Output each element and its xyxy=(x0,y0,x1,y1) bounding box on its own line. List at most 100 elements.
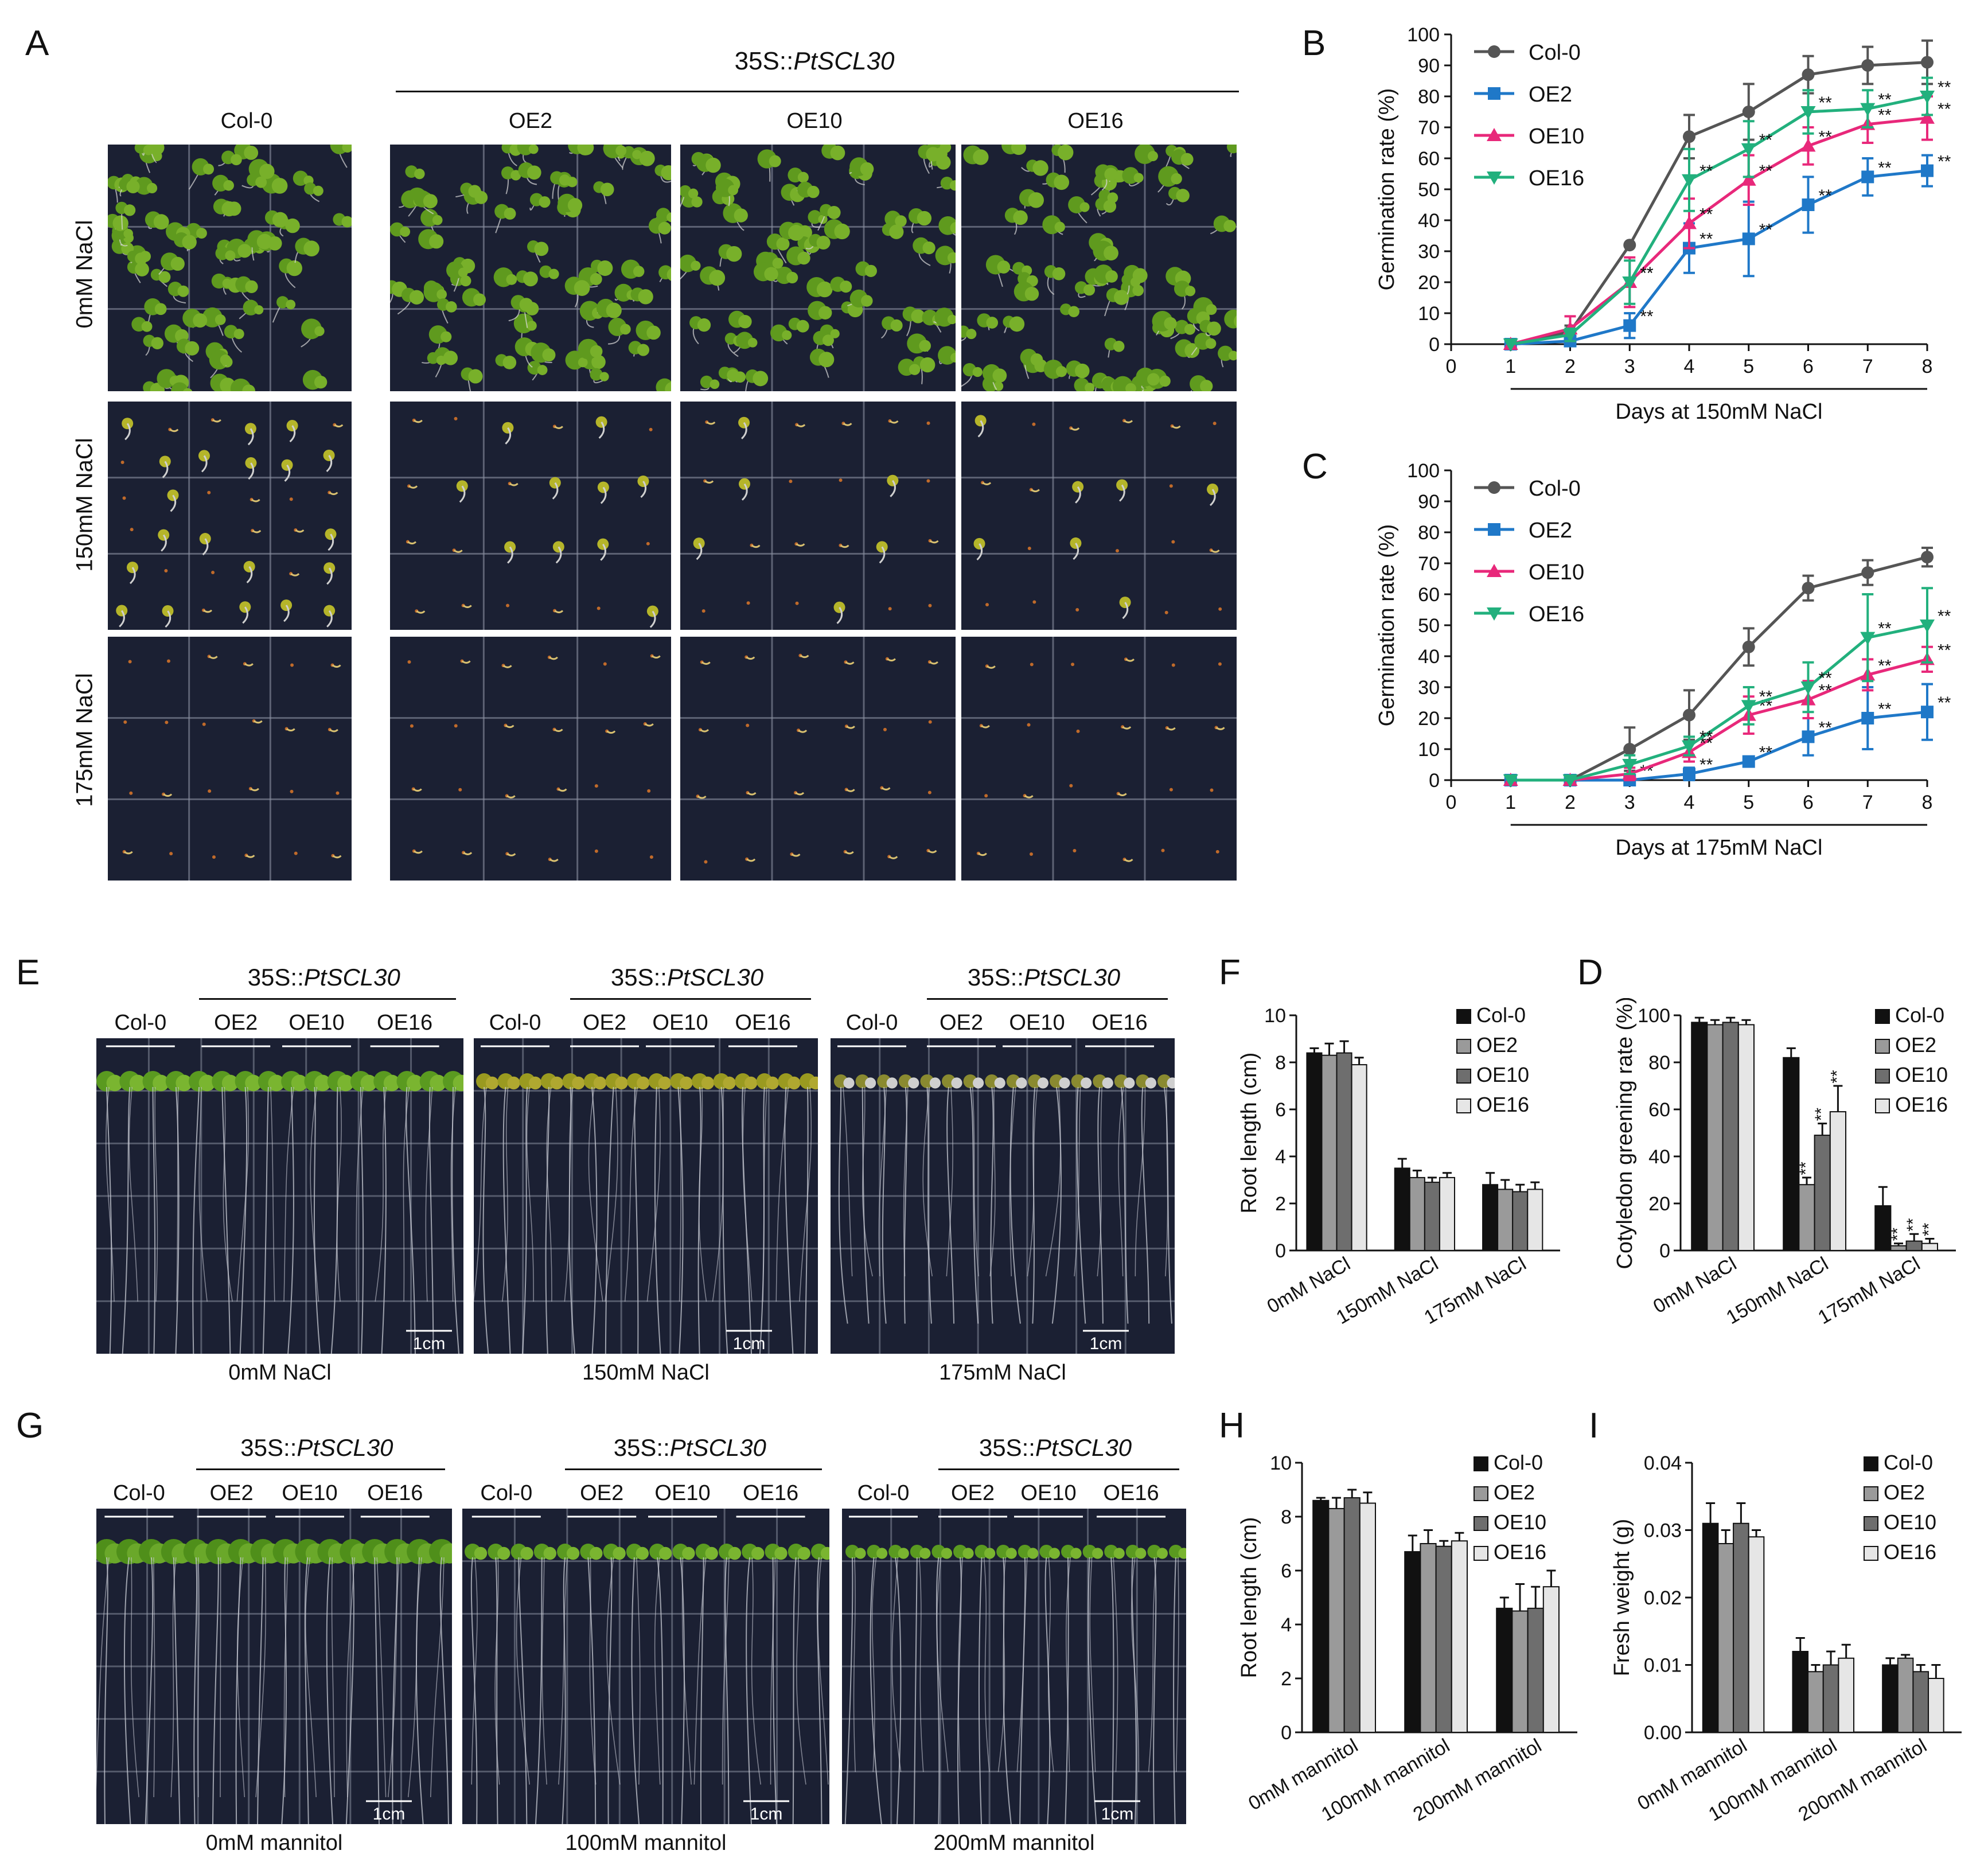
bar xyxy=(1306,1052,1323,1251)
bar xyxy=(1542,1586,1560,1733)
data-point xyxy=(1860,632,1876,645)
cotyledon xyxy=(222,278,232,289)
shoot xyxy=(593,1076,607,1090)
cotyledon xyxy=(769,155,781,167)
radicle xyxy=(1166,727,1176,731)
cotyledon xyxy=(753,371,769,387)
radicle xyxy=(791,853,801,857)
cotyledon xyxy=(709,270,726,286)
radicle xyxy=(977,420,984,438)
data-point xyxy=(1682,174,1697,188)
y-axis-label: Cotyledon greening rate (%) xyxy=(1613,998,1637,1269)
construct-label: 35S::PtSCL30 xyxy=(247,964,400,991)
significance-mark: ** xyxy=(1759,220,1773,239)
radicle xyxy=(202,538,209,556)
seed xyxy=(506,603,510,607)
cotyledon xyxy=(143,145,154,155)
shoot xyxy=(268,1074,285,1092)
legend-swatch xyxy=(1864,1516,1878,1531)
radicle xyxy=(212,419,221,423)
significance-mark: ** xyxy=(1938,641,1951,660)
root xyxy=(331,1557,335,1798)
cotyledon xyxy=(1079,202,1090,212)
cotyledon xyxy=(473,293,486,306)
panel-a-construct-bar xyxy=(396,91,1239,92)
seed xyxy=(649,427,653,431)
cotyledon xyxy=(919,357,935,373)
radicle xyxy=(980,724,990,728)
cotyledon xyxy=(528,145,539,154)
seed xyxy=(839,478,843,482)
root xyxy=(403,1086,410,1302)
seed xyxy=(122,496,126,500)
shoot xyxy=(705,1546,718,1560)
y-tick-label: 0.00 xyxy=(1644,1722,1682,1744)
cotyledon xyxy=(1032,160,1048,176)
root xyxy=(751,1557,761,1785)
radicle xyxy=(1024,794,1034,798)
bar xyxy=(1496,1607,1513,1733)
seed xyxy=(647,789,651,793)
genotype-label: OE2 xyxy=(214,1011,258,1035)
shoot xyxy=(788,1076,801,1090)
shoot xyxy=(430,1074,447,1092)
cotyledon xyxy=(992,368,1007,383)
panel-a-row-label: 0mM NaCl xyxy=(72,220,98,329)
cotyledon xyxy=(1054,221,1065,232)
radicle xyxy=(169,428,179,433)
legend-marker xyxy=(1488,523,1500,536)
cotyledon xyxy=(1011,145,1026,155)
panel-a-row-label: 175mM NaCl xyxy=(72,673,98,807)
root xyxy=(742,1086,753,1302)
root xyxy=(838,1086,848,1324)
seed xyxy=(927,790,931,794)
legend-swatch xyxy=(1456,1009,1471,1024)
bar xyxy=(1905,1240,1923,1252)
root xyxy=(1051,1086,1062,1324)
seedling-plate-photo xyxy=(680,402,956,630)
cotyledon xyxy=(1132,285,1144,297)
cotyledon xyxy=(423,194,438,209)
radicle xyxy=(252,529,262,533)
radicle xyxy=(162,461,169,478)
seed xyxy=(926,479,930,483)
shoot xyxy=(1124,1077,1135,1089)
seed xyxy=(1210,788,1214,792)
root xyxy=(631,1557,640,1824)
legend-label: OE10 xyxy=(1529,560,1584,585)
shoot xyxy=(774,1546,788,1560)
cotyledon xyxy=(1103,200,1117,213)
cotyledon xyxy=(567,198,583,213)
shoot xyxy=(529,1076,542,1090)
cotyledon xyxy=(658,221,671,235)
radicle xyxy=(1215,727,1225,730)
cotyledon xyxy=(1234,315,1237,328)
data-point xyxy=(1920,110,1935,124)
radicle xyxy=(1209,489,1216,507)
seed xyxy=(166,659,170,663)
cotyledon xyxy=(429,234,444,249)
shoot xyxy=(766,1076,779,1090)
radicle xyxy=(163,793,173,797)
radicle xyxy=(284,464,291,482)
radicle xyxy=(253,720,263,724)
bar xyxy=(1702,1522,1719,1733)
y-tick-label: 0 xyxy=(1275,1240,1286,1262)
radicle xyxy=(606,730,616,734)
radicle xyxy=(976,543,983,560)
shoot xyxy=(1135,1548,1147,1559)
cotyledon xyxy=(1070,537,1082,549)
radicle xyxy=(977,852,987,856)
cotyledon xyxy=(950,222,956,234)
data-point xyxy=(1622,276,1638,290)
x-tick-label: 8 xyxy=(1922,356,1933,377)
root xyxy=(130,1557,139,1798)
root xyxy=(983,1557,990,1772)
cotyledon xyxy=(256,233,272,250)
scale-label: 1cm xyxy=(1090,1334,1122,1353)
x-tick-label: 1 xyxy=(1505,792,1516,813)
seed xyxy=(130,528,134,532)
shoot xyxy=(919,1548,931,1559)
shoot xyxy=(383,1074,400,1092)
panel-a-col-label: Col-0 xyxy=(220,109,273,133)
